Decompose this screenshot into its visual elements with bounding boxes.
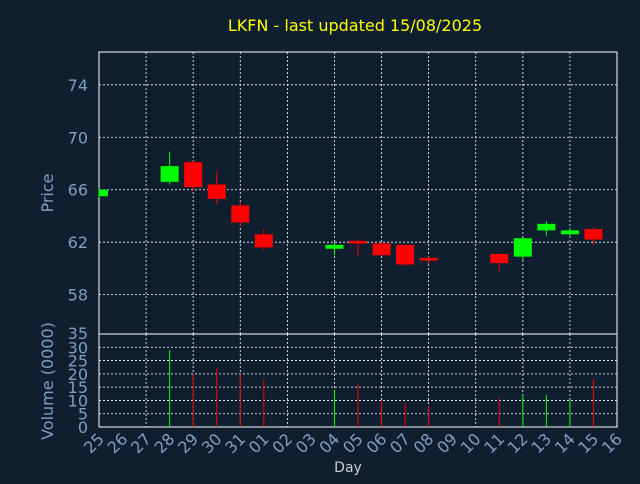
price-tick-label: 58 [68, 286, 88, 305]
candle-body [372, 243, 391, 256]
price-axis-label: Price [38, 173, 57, 212]
candle-body [513, 238, 532, 257]
candle-body [560, 230, 579, 235]
volume-tick-label: 15 [68, 378, 88, 397]
volume-tick-label: 10 [68, 391, 88, 410]
candle-body [490, 253, 509, 264]
price-tick-label: 74 [68, 76, 88, 95]
candle-body [254, 234, 273, 248]
volume-tick-label: 5 [78, 405, 88, 424]
volume-tick-label: 0 [78, 418, 88, 437]
price-tick-label: 62 [68, 233, 88, 252]
candle-body [231, 205, 250, 223]
candle-body [584, 229, 603, 240]
price-tick-label: 70 [68, 128, 88, 147]
volume-bars [169, 349, 594, 427]
candle-body [419, 257, 438, 261]
volume-top-label: 35 [68, 324, 88, 343]
volume-tick-label: 30 [68, 338, 88, 357]
candle-body [349, 240, 367, 244]
candle-body [160, 166, 179, 182]
volume-axis-label: Volume (0000) [38, 322, 57, 440]
volume-tick-label: 20 [68, 365, 88, 384]
price-panel-frame [98, 51, 618, 335]
price-y-ticks: 58 62 66 70 74 [68, 76, 88, 305]
volume-tick-label: 25 [68, 352, 88, 371]
candle-body [184, 162, 203, 188]
candles [98, 151, 603, 272]
candle-body [396, 244, 415, 265]
x-tick-label: 16 [598, 429, 626, 457]
candle-body [207, 184, 226, 199]
candle-body [325, 244, 344, 249]
candle-body [99, 189, 108, 197]
price-grid [99, 52, 617, 334]
chart-title: LKFN - last updated 15/08/2025 [228, 16, 482, 35]
x-ticks: 2526272829303101020304050607080910111213… [80, 429, 626, 457]
x-axis-label: Day [334, 460, 362, 476]
price-tick-label: 66 [68, 181, 88, 200]
candle-body [537, 223, 556, 231]
